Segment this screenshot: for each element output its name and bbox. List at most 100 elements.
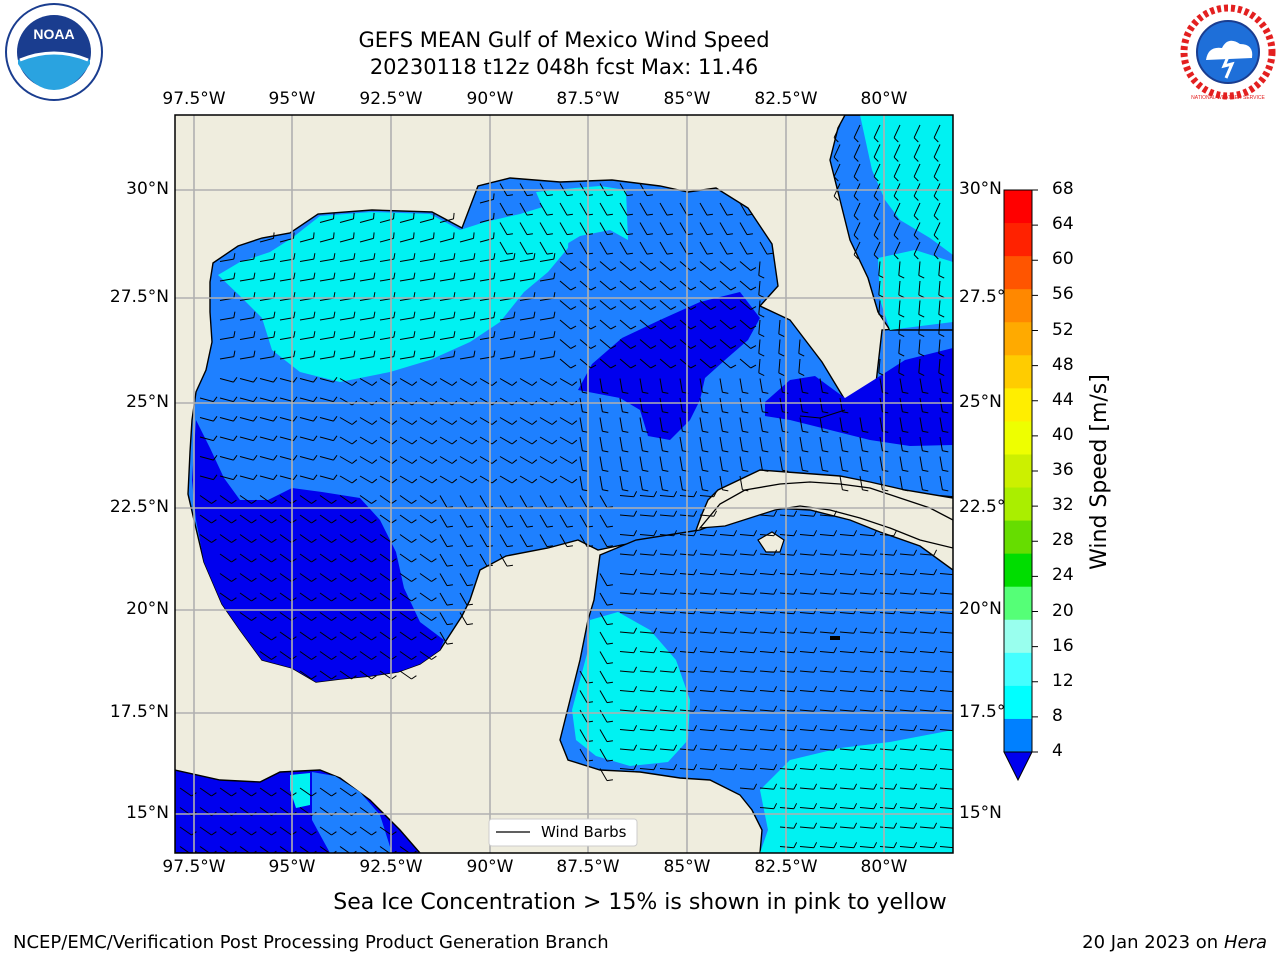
wind-barb bbox=[819, 417, 823, 432]
wind-barb bbox=[459, 278, 474, 282]
wind-barb bbox=[259, 631, 272, 641]
sea-ice-note: Sea Ice Concentration > 15% is shown in … bbox=[333, 890, 947, 915]
wind-barb-flag bbox=[393, 272, 396, 279]
wind-barb-flag bbox=[902, 391, 909, 394]
wind-barb-flag bbox=[913, 822, 918, 829]
wind-barb bbox=[199, 417, 214, 422]
wind-barb bbox=[559, 417, 573, 425]
wind-barb bbox=[479, 553, 488, 567]
wind-barb-flag bbox=[411, 381, 418, 386]
wind-barb bbox=[599, 592, 608, 606]
wind-barb-flag bbox=[813, 842, 818, 848]
wind-barb bbox=[619, 553, 634, 556]
wind-barb-flag bbox=[758, 352, 765, 357]
wind-barb bbox=[639, 495, 654, 498]
wind-barb-flag bbox=[253, 377, 258, 383]
wind-barb bbox=[779, 612, 794, 615]
wind-barb-flag bbox=[822, 411, 829, 414]
wind-barb-flag bbox=[693, 744, 698, 751]
wind-barb-flag bbox=[531, 420, 538, 425]
wind-barb-flag bbox=[313, 292, 316, 299]
wind-barb-flag bbox=[773, 530, 778, 536]
wind-barb-flag bbox=[653, 491, 658, 497]
wind-barb bbox=[599, 378, 603, 393]
wind-barb-flag bbox=[471, 381, 478, 386]
wind-barb-flag bbox=[293, 253, 296, 260]
wind-barb-flag bbox=[730, 306, 737, 310]
colorbar-tick-label: 24 bbox=[1052, 565, 1074, 586]
wind-barb bbox=[399, 397, 413, 406]
wind-barb bbox=[479, 278, 494, 282]
wind-barb-flag bbox=[411, 655, 417, 660]
wind-barb bbox=[179, 846, 191, 853]
wind-barb-flag bbox=[666, 233, 673, 236]
wind-barb-flag bbox=[551, 459, 558, 464]
wind-barb bbox=[759, 378, 763, 393]
gridlines bbox=[175, 115, 953, 853]
wind-barb bbox=[893, 241, 901, 255]
wind-barb-flag bbox=[693, 627, 698, 634]
wind-barb bbox=[913, 124, 921, 138]
wind-barb bbox=[899, 612, 914, 615]
wind-barb-flag bbox=[453, 331, 456, 338]
wind-barb-flag bbox=[873, 215, 879, 221]
wind-barb-flag bbox=[431, 616, 437, 621]
wind-barb bbox=[739, 631, 754, 634]
wind-barb-flag bbox=[813, 627, 818, 634]
wind-barb-flag bbox=[453, 253, 456, 260]
wind-barb bbox=[739, 475, 743, 490]
wind-barb-flag bbox=[590, 286, 597, 291]
wind-barb bbox=[659, 573, 674, 576]
wind-barb bbox=[259, 592, 272, 602]
wind-barb-flag bbox=[893, 822, 898, 829]
wind-barb bbox=[839, 592, 854, 595]
wind-barb-flag bbox=[606, 623, 613, 626]
wind-barb-flag bbox=[713, 588, 718, 595]
wind-barb bbox=[599, 748, 608, 762]
wind-barb bbox=[299, 846, 311, 853]
wind-barb bbox=[639, 456, 643, 471]
wind-barb-flag bbox=[753, 744, 758, 751]
wind-barb bbox=[359, 356, 374, 360]
wind-barb bbox=[419, 218, 434, 223]
wind-barb-flag bbox=[713, 686, 718, 692]
wind-barb bbox=[359, 651, 372, 660]
wind-barb-flag bbox=[753, 588, 758, 595]
wind-barb-flag bbox=[713, 491, 718, 497]
wind-barb-flag bbox=[873, 569, 878, 575]
wind-barb bbox=[379, 846, 391, 853]
wind-barb bbox=[739, 553, 754, 556]
wind-barb-flag bbox=[753, 705, 758, 712]
wind-barb-flag bbox=[773, 588, 778, 595]
wind-barb bbox=[659, 241, 668, 255]
wind-barb bbox=[439, 356, 454, 360]
wind-barb bbox=[579, 300, 592, 310]
wind-barb-flag bbox=[833, 686, 838, 692]
wind-barb bbox=[519, 317, 534, 321]
wind-barb-flag bbox=[853, 588, 858, 595]
wind-barb bbox=[779, 651, 794, 654]
wind-barb bbox=[759, 534, 774, 537]
wind-barb-flag bbox=[551, 478, 558, 484]
wind-barb bbox=[699, 300, 712, 310]
wind-barb-flag bbox=[533, 253, 536, 260]
wind-barb-flag bbox=[610, 267, 617, 271]
wind-barb bbox=[259, 514, 272, 524]
wind-barb-flag bbox=[511, 478, 518, 484]
wind-barb-flag bbox=[690, 325, 697, 330]
wind-barb bbox=[259, 397, 274, 403]
wind-barb-flag bbox=[626, 194, 633, 197]
wind-barb bbox=[639, 300, 652, 310]
wind-barb bbox=[219, 258, 234, 262]
wind-barb-flag bbox=[706, 252, 713, 255]
wind-barb-flag bbox=[642, 469, 649, 472]
wind-barb-flag bbox=[933, 254, 939, 260]
longitude-label: 85°W bbox=[663, 857, 711, 877]
wind-barb bbox=[619, 729, 634, 732]
wind-barb bbox=[339, 258, 354, 262]
wind-barb-flag bbox=[633, 666, 638, 673]
wind-barb-flag bbox=[954, 628, 957, 633]
wind-barb bbox=[379, 456, 393, 464]
wind-barb bbox=[579, 709, 588, 723]
wind-barb bbox=[759, 651, 774, 654]
